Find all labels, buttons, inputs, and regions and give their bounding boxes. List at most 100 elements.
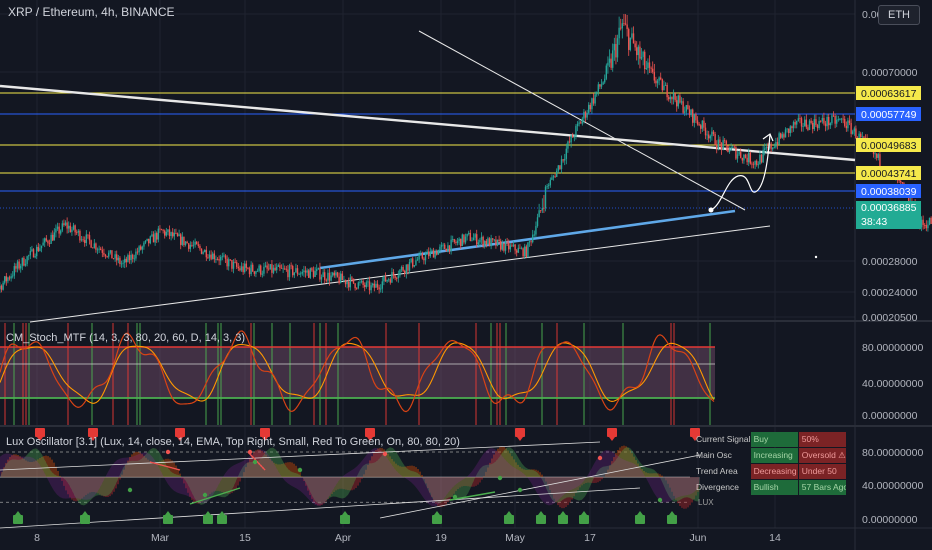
candle-body bbox=[248, 268, 251, 275]
level-price-tag bbox=[856, 86, 921, 100]
candle-body bbox=[578, 122, 580, 124]
candle-body bbox=[424, 254, 427, 261]
candle-body bbox=[215, 259, 217, 260]
projection-path bbox=[708, 133, 818, 259]
candle-body bbox=[784, 129, 787, 138]
candle-body bbox=[106, 256, 108, 257]
lux-title: Lux Oscillator [3.1] (Lux, 14, close, 14… bbox=[6, 436, 460, 448]
candle-body bbox=[706, 134, 708, 136]
candle-body bbox=[336, 272, 339, 277]
lux-dot bbox=[517, 487, 523, 493]
candle-body bbox=[223, 255, 225, 257]
candle-body bbox=[80, 239, 83, 241]
candle-body bbox=[128, 255, 131, 261]
candle-body bbox=[176, 233, 179, 237]
candle-body bbox=[560, 159, 563, 169]
candle-body bbox=[232, 261, 235, 269]
lux-buy-arrow bbox=[581, 511, 587, 515]
candle-body bbox=[773, 147, 776, 149]
candle-body bbox=[370, 285, 372, 291]
candle-body bbox=[170, 232, 172, 236]
candle-body bbox=[717, 139, 720, 149]
candle-body bbox=[815, 119, 817, 126]
candle-body bbox=[556, 170, 558, 177]
candle-body bbox=[616, 38, 619, 58]
candle-body bbox=[821, 117, 824, 122]
candle-body bbox=[354, 283, 356, 289]
candle-body bbox=[101, 250, 104, 253]
lux-buy-marker bbox=[558, 515, 568, 524]
candle-body bbox=[8, 277, 11, 279]
candle-body bbox=[301, 271, 304, 274]
lux-trendline bbox=[0, 441, 601, 471]
candle-body bbox=[338, 276, 340, 283]
lux-tick-label: 40.00000000 bbox=[862, 480, 923, 492]
stoch-d-line bbox=[0, 342, 715, 404]
candle-body bbox=[116, 254, 118, 261]
dashboard-row: Divergence Bullish 57 Bars Ago bbox=[693, 480, 847, 495]
dashboard-value: 57 Bars Ago bbox=[798, 480, 846, 495]
lux-buy-arrow bbox=[560, 511, 566, 515]
candle-body bbox=[634, 43, 636, 48]
candle-body bbox=[810, 120, 812, 123]
candle-body bbox=[709, 136, 712, 139]
candle-body bbox=[255, 271, 257, 274]
candle-body bbox=[482, 236, 484, 246]
candle-body bbox=[373, 283, 376, 288]
candle-body bbox=[207, 257, 209, 259]
candle-body bbox=[236, 262, 238, 267]
candle-body bbox=[692, 109, 694, 123]
lux-sell-marker bbox=[35, 428, 45, 437]
candle-body bbox=[120, 263, 123, 265]
candle-body bbox=[469, 232, 472, 241]
candle-body bbox=[434, 251, 436, 258]
candle-body bbox=[720, 142, 723, 150]
candle-body bbox=[455, 242, 457, 244]
candle-body bbox=[476, 234, 478, 245]
candle-body bbox=[64, 222, 67, 226]
candle-body bbox=[44, 238, 46, 243]
candle-body bbox=[620, 27, 622, 29]
candle-body bbox=[557, 165, 560, 171]
lux-buy-arrow bbox=[205, 511, 211, 515]
candle-body bbox=[677, 95, 680, 107]
candle-body bbox=[148, 238, 150, 244]
lux-sell-arrow bbox=[90, 437, 96, 441]
time-tick-label: 8 bbox=[34, 532, 40, 544]
candle-body bbox=[546, 186, 548, 187]
candle-body bbox=[829, 123, 832, 126]
candle-body bbox=[685, 105, 688, 112]
candle-body bbox=[197, 244, 200, 246]
lux-buy-arrow bbox=[669, 511, 675, 515]
candle-body bbox=[245, 263, 248, 268]
candle-body bbox=[765, 147, 768, 149]
candle-body bbox=[396, 278, 398, 279]
candle-body bbox=[767, 147, 769, 149]
candle-body bbox=[378, 287, 380, 290]
candle-body bbox=[722, 140, 724, 150]
candle-body bbox=[332, 272, 334, 276]
lux-buy-arrow bbox=[434, 511, 440, 515]
candle-body bbox=[348, 281, 350, 288]
candle-body bbox=[247, 267, 249, 269]
candle-body bbox=[748, 152, 750, 163]
candle-body bbox=[191, 244, 193, 246]
candle-body bbox=[754, 160, 756, 165]
candle-body bbox=[853, 128, 856, 132]
candle-body bbox=[552, 176, 555, 178]
candle-body bbox=[698, 124, 700, 126]
candle-body bbox=[77, 230, 80, 233]
candle-body bbox=[168, 229, 171, 236]
candle-body bbox=[268, 268, 270, 270]
price-tick-label: 0.00024000 bbox=[862, 287, 918, 299]
candle-body bbox=[442, 244, 444, 246]
lux-dot bbox=[452, 494, 458, 500]
trend-lines bbox=[0, 30, 856, 323]
candle-body bbox=[861, 136, 864, 138]
candle-body bbox=[444, 244, 446, 249]
candle-body bbox=[367, 281, 369, 283]
lux-bear-divergence bbox=[149, 461, 181, 471]
candle-body bbox=[295, 268, 297, 273]
currency-button[interactable]: ETH bbox=[878, 5, 920, 25]
